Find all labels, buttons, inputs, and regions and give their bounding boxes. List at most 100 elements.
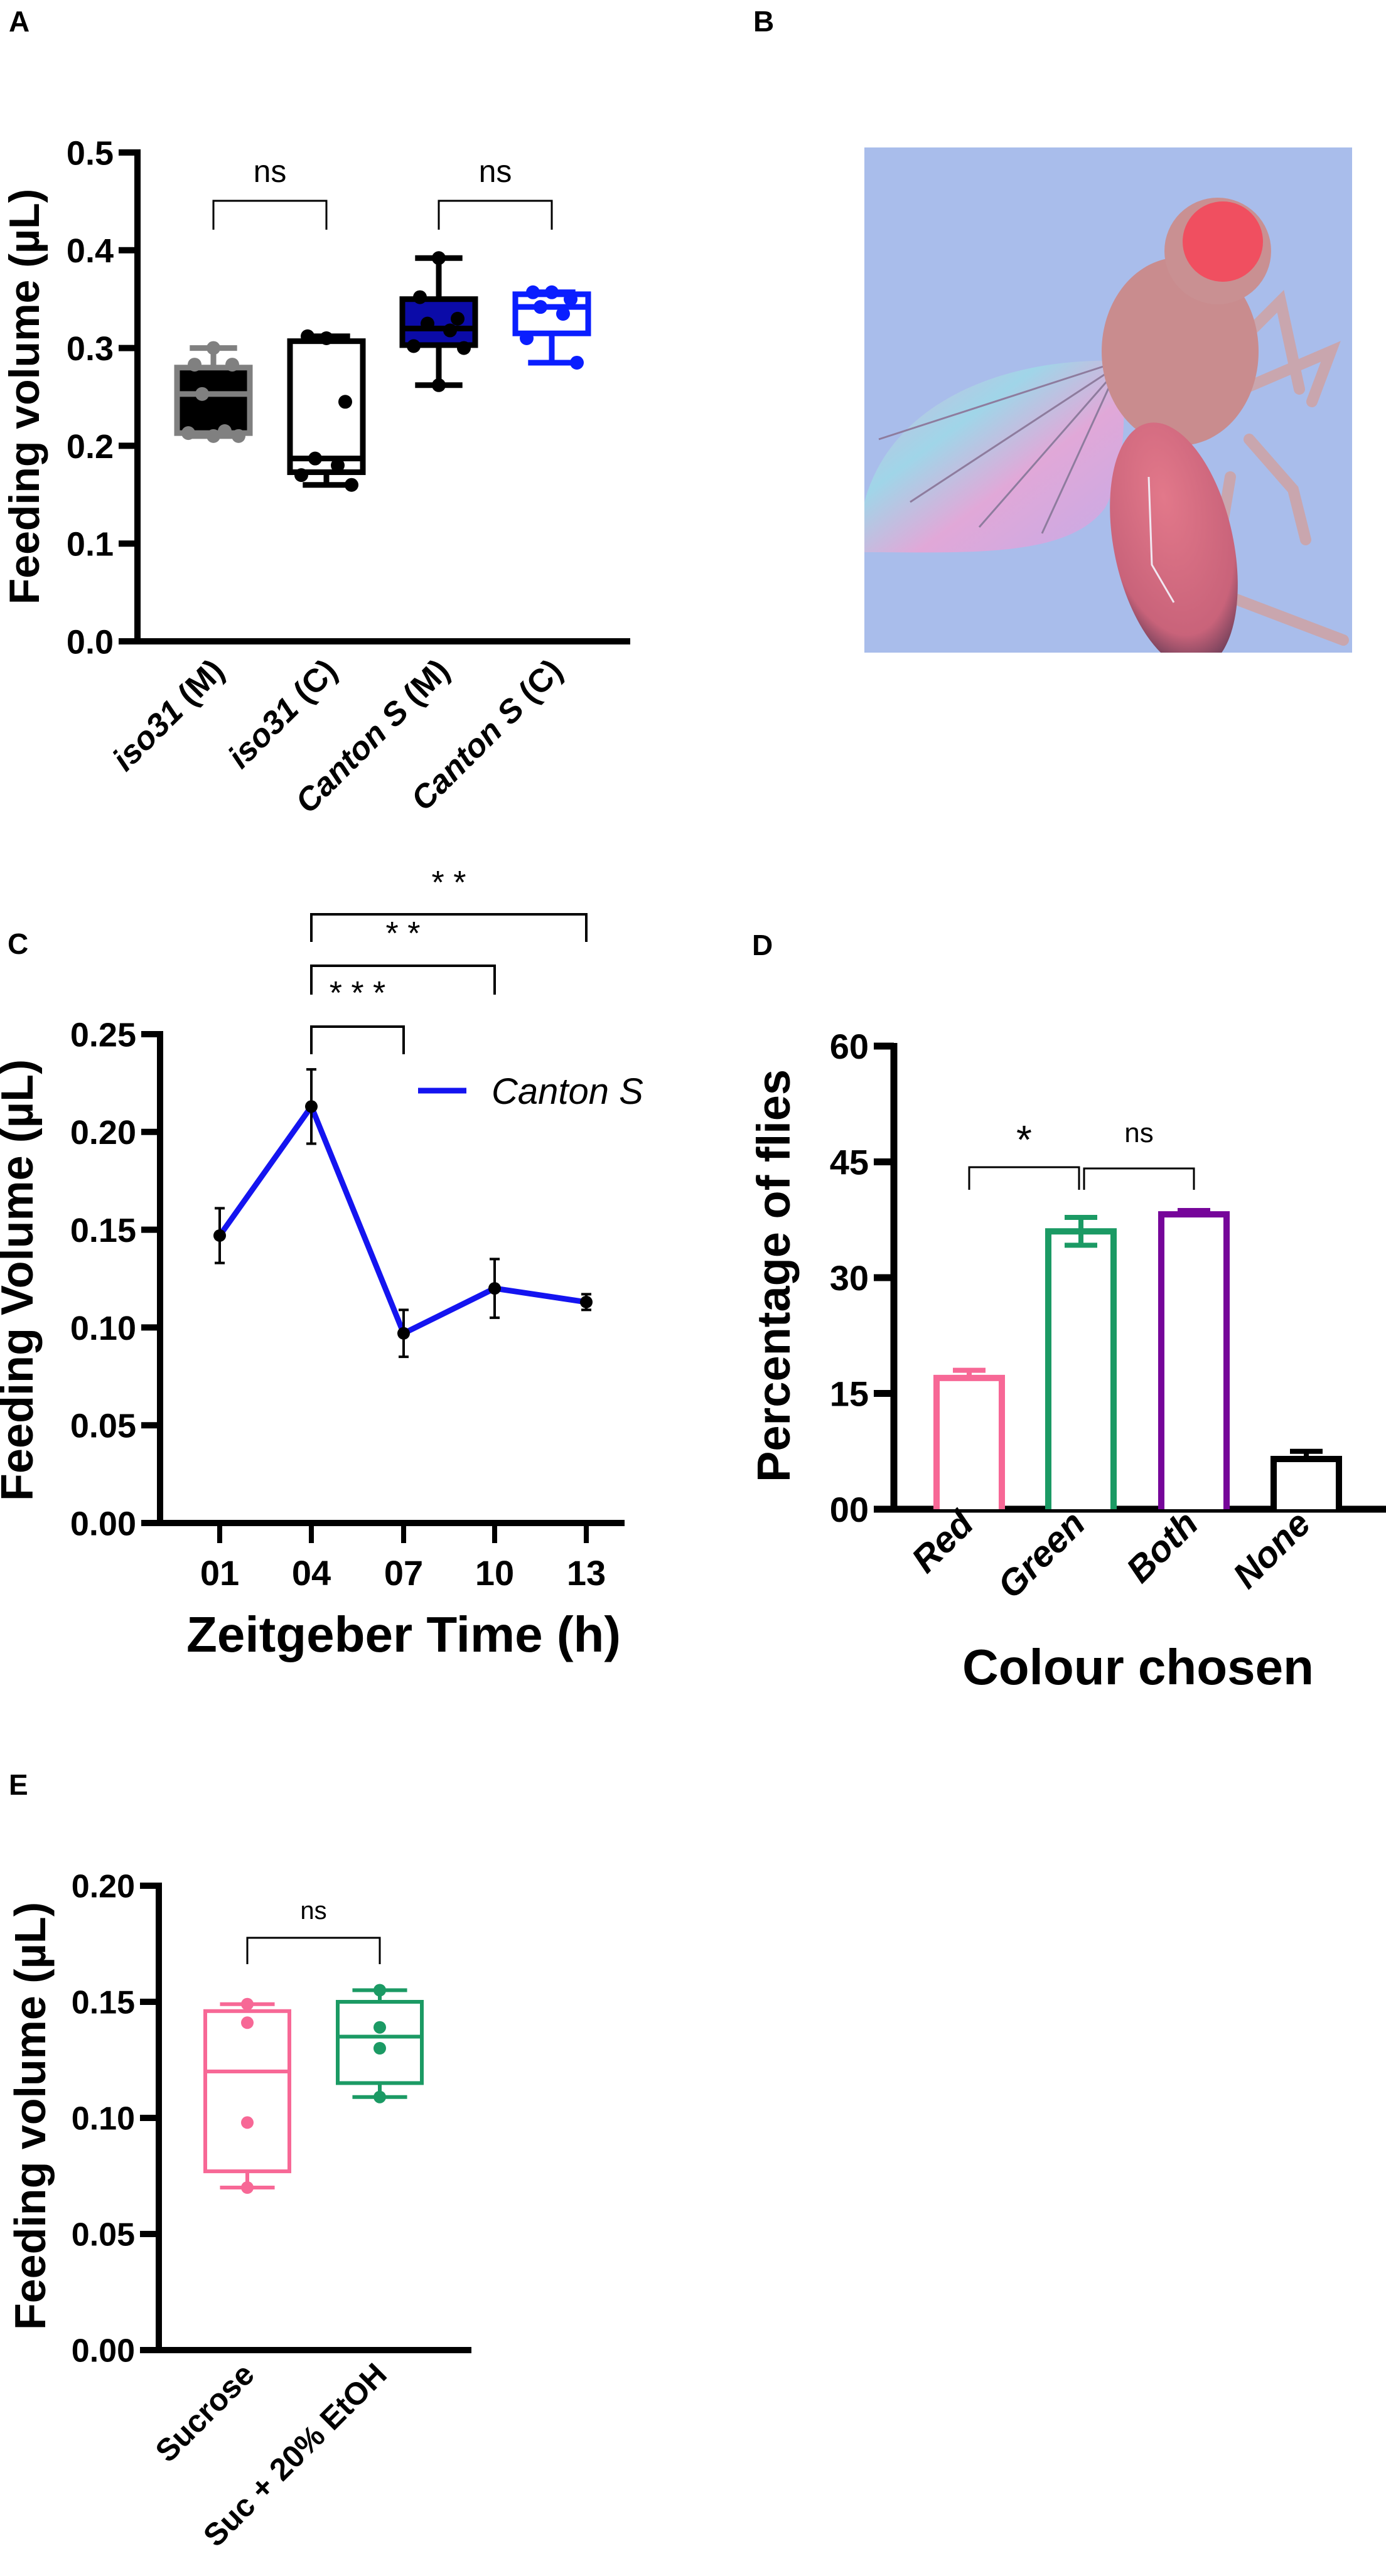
significance-bracket	[246, 1937, 381, 1964]
data-point	[373, 2021, 386, 2034]
fly-highlight	[1147, 476, 1175, 603]
data-point	[213, 1229, 226, 1242]
legend-label: Canton S	[492, 1071, 643, 1112]
y-tick-label: 0.00	[72, 2333, 135, 2370]
data-point	[207, 429, 220, 443]
data-point	[232, 429, 245, 443]
data-point	[320, 331, 333, 346]
data-point	[526, 285, 540, 299]
data-point	[564, 292, 578, 306]
data-point	[432, 251, 446, 265]
significance-label: ns	[254, 154, 287, 189]
data-point	[373, 1984, 386, 1997]
data-point	[545, 285, 559, 299]
fly-eye	[1183, 201, 1263, 282]
significance-bracket	[438, 200, 553, 230]
significance-bracket	[968, 1166, 1080, 1190]
data-point	[570, 355, 584, 370]
significance-label: ns	[300, 1897, 326, 1925]
bar-group	[1045, 1215, 1117, 1509]
data-point	[345, 478, 358, 492]
bar-group	[1158, 1207, 1230, 1509]
x-axis-title: Colour chosen	[962, 1639, 1314, 1695]
error-bar	[1065, 1215, 1097, 1248]
x-tick-label: 04	[292, 1553, 331, 1593]
box-group	[399, 251, 478, 392]
significance-bracket	[212, 200, 328, 230]
box-group	[203, 1997, 291, 2194]
panel-label-c: C	[8, 927, 28, 960]
data-point	[207, 341, 220, 355]
y-tick-label: 00	[830, 1490, 869, 1529]
data-point	[451, 311, 465, 326]
panel-label-b: B	[753, 5, 774, 38]
box	[287, 338, 366, 475]
data-point	[488, 1282, 501, 1295]
x-axis-title: Zeitgeber Time (h)	[186, 1606, 621, 1662]
panel-label-a: A	[9, 5, 30, 38]
x-tick-label: 01	[200, 1553, 239, 1593]
data-point	[241, 2116, 254, 2129]
significance-label: *	[1016, 1117, 1032, 1162]
data-point	[301, 329, 314, 343]
bar	[1045, 1228, 1117, 1509]
panel-label-e: E	[9, 1768, 28, 1801]
chart-c-feeding-volume-zeitgeber: 0.00 0.05 0.10 0.15 0.20 0.25 Feeding Volume (…	[0, 865, 643, 1662]
data-point	[308, 451, 322, 466]
y-tick-label: 0.4	[67, 232, 114, 270]
data-point	[407, 339, 421, 353]
fly-wing	[864, 360, 1124, 553]
data-point	[373, 2042, 386, 2055]
significance-bracket	[310, 1025, 405, 1054]
y-axis-title: Feeding Volume (µL)	[0, 1059, 43, 1501]
box-group	[174, 341, 253, 443]
y-tick-label: 0.05	[72, 2217, 135, 2253]
bar-group	[1270, 1448, 1342, 1509]
significance-bracket	[310, 913, 588, 942]
box	[174, 365, 253, 436]
fly-abdomen	[1110, 422, 1238, 653]
error-bar	[953, 1367, 986, 1378]
y-tick-label: 0.0	[67, 623, 114, 661]
data-point	[331, 458, 345, 473]
significance-label: * *	[432, 865, 466, 901]
y-tick-label: 0.10	[70, 1310, 136, 1347]
bar	[1270, 1456, 1342, 1509]
error-bar	[1178, 1207, 1210, 1215]
box-group	[287, 329, 366, 492]
data-point	[534, 300, 547, 314]
data-point	[241, 2016, 254, 2029]
significance-label: ns	[479, 154, 512, 189]
data-point	[181, 426, 195, 441]
data-point	[188, 358, 201, 372]
data-point	[294, 468, 308, 483]
bar-group	[933, 1367, 1005, 1509]
data-point	[241, 1997, 254, 2011]
bar	[1158, 1211, 1230, 1509]
y-axis-title: Percentage of flies	[748, 1069, 800, 1482]
data-point	[432, 378, 446, 392]
panel-label-d: D	[752, 929, 773, 961]
y-tick-label: 0.25	[70, 1016, 136, 1054]
y-tick-label: 0.2	[67, 428, 114, 466]
data-point	[413, 290, 427, 304]
box	[512, 291, 591, 336]
x-tick-label: 10	[475, 1553, 514, 1593]
error-bar	[1290, 1448, 1323, 1460]
data-point	[397, 1327, 410, 1340]
x-tick-label: 07	[384, 1553, 423, 1593]
y-tick-label: 30	[830, 1258, 869, 1298]
fly-photo	[864, 147, 1352, 653]
significance-label: ns	[1124, 1118, 1153, 1148]
data-point	[373, 2090, 386, 2103]
significance-label: * * *	[330, 975, 386, 1012]
data-point	[218, 424, 232, 439]
data-point	[580, 1295, 593, 1308]
data-point	[556, 307, 570, 321]
box-group	[336, 1984, 424, 2103]
box-group	[512, 285, 591, 370]
y-tick-label: 45	[830, 1143, 869, 1182]
y-tick-label: 0.10	[72, 2101, 135, 2137]
y-tick-label: 15	[830, 1374, 869, 1414]
